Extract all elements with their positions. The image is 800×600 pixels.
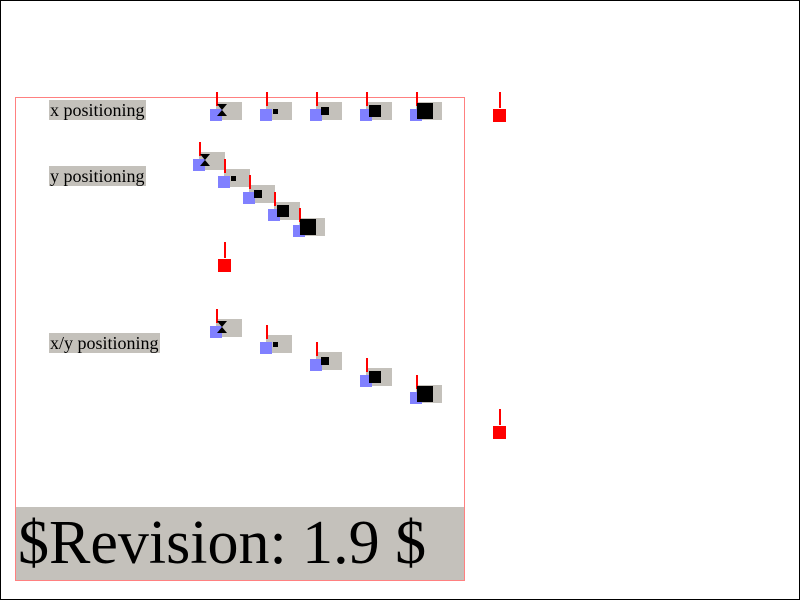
black-square-icon [417,103,433,119]
y-marker-box [249,185,275,203]
black-square-icon [321,107,329,115]
xy-positioning-label: x/y positioning [49,333,160,353]
xy-reference-line [316,342,318,356]
y-reference-square [193,159,205,171]
black-square-icon [230,175,236,181]
xy-marker-box [316,352,342,370]
xy-reference-square [310,359,322,371]
black-square-icon [272,108,278,114]
y-reference-square [218,176,230,188]
overflow-marker-square [218,259,231,272]
y-reference-line [224,159,226,173]
x-reference-line [266,92,268,106]
xy-reference-line [366,358,368,372]
overflow-marker-line [499,92,501,108]
x-marker-box [266,102,292,120]
xy-reference-line [216,309,218,323]
x-reference-square [310,109,322,121]
black-square-icon [272,341,278,347]
x-reference-square [210,109,222,121]
overflow-marker-square [493,109,506,122]
x-reference-line [366,92,368,106]
test-area [15,97,465,581]
xy-reference-square [210,326,222,338]
y-reference-line [274,192,276,206]
y-positioning-label: y positioning [49,166,146,186]
y-reference-square [243,192,255,204]
black-square-icon [254,190,262,198]
hourglass-icon [217,321,227,333]
x-reference-line [416,92,418,106]
xy-marker-box [266,335,292,353]
y-reference-line [299,208,301,222]
black-square-icon [417,386,433,402]
hourglass-icon [200,154,210,166]
x-reference-line [316,92,318,106]
xy-reference-line [416,375,418,389]
xy-reference-line [266,325,268,339]
xy-reference-square [260,342,272,354]
black-square-icon [321,357,329,365]
x-reference-square [260,109,272,121]
x-positioning-label: x positioning [49,100,146,120]
overflow-marker-square [493,426,506,439]
x-reference-line [216,92,218,106]
y-reference-line [199,142,201,156]
black-square-icon [369,105,381,117]
hourglass-icon [217,104,227,116]
black-square-icon [300,219,316,235]
y-marker-box [224,169,250,187]
black-square-icon [369,371,381,383]
y-reference-line [249,175,251,189]
revision-text: $Revision: 1.9 $ [16,507,464,580]
x-marker-box [316,102,342,120]
black-square-icon [277,205,289,217]
overflow-marker-line [224,242,226,258]
overflow-marker-line [499,409,501,425]
